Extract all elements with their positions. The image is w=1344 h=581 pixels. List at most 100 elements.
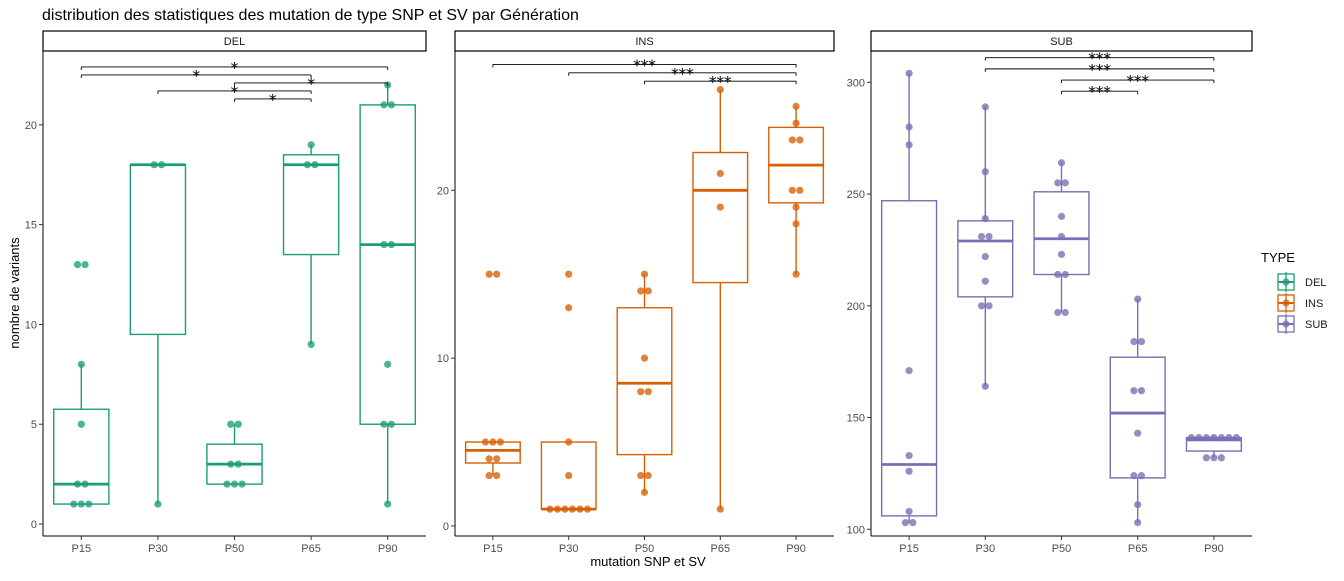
data-point [485, 471, 493, 480]
data-point [637, 287, 645, 295]
data-point [380, 241, 388, 249]
data-point [1054, 308, 1062, 317]
box-p65 [282, 141, 340, 348]
data-point [796, 136, 804, 144]
data-point [583, 505, 592, 513]
y-tick-label: 10 [437, 353, 449, 365]
y-tick-label: 5 [31, 419, 37, 431]
significance-label: * [269, 91, 277, 109]
significance-bracket: *** [568, 65, 797, 83]
data-point [158, 161, 166, 169]
facet-strip [870, 30, 1253, 52]
y-tick-label: 100 [847, 524, 865, 536]
data-point [496, 438, 504, 446]
data-point [1061, 179, 1069, 187]
significance-label: *** [1088, 50, 1111, 68]
data-point [985, 232, 993, 241]
data-point [792, 102, 800, 110]
y-tick-label: 300 [847, 77, 865, 89]
data-point [1137, 387, 1146, 395]
data-point [565, 438, 573, 446]
y-tick-label: 0 [443, 521, 449, 533]
data-point [384, 360, 392, 368]
data-point [985, 302, 993, 310]
data-point [568, 505, 577, 513]
x-tick-label: P15 [899, 543, 919, 555]
significance-bracket: *** [644, 73, 797, 91]
data-point [154, 500, 162, 508]
significance-bracket: * [80, 59, 389, 77]
data-point [77, 360, 85, 368]
data-point [640, 270, 649, 278]
data-point [981, 103, 989, 111]
data-point [905, 123, 913, 131]
box-p90 [768, 102, 825, 278]
significance-bracket: * [157, 83, 312, 101]
legend-entry-sub: SUB [1277, 314, 1328, 334]
box-p15 [464, 270, 521, 480]
x-tick-label: P15 [483, 543, 503, 555]
data-point [981, 277, 989, 285]
x-tick-label: P65 [1128, 543, 1148, 555]
legend-label: SUB [1305, 319, 1328, 331]
data-point [792, 270, 800, 278]
data-point [384, 500, 392, 508]
legend-title: TYPE [1261, 250, 1295, 265]
data-point [644, 287, 652, 295]
box-p50 [1033, 159, 1090, 317]
data-point [716, 85, 724, 94]
significance-label: *** [709, 73, 732, 91]
data-point [73, 260, 82, 269]
box-rect [282, 154, 340, 256]
box-rect [616, 307, 673, 456]
x-tick-label: P50 [635, 543, 655, 555]
facet-strip-label: INS [635, 36, 653, 48]
box-p90 [359, 81, 416, 508]
data-point [489, 438, 497, 446]
data-point [1195, 434, 1203, 442]
y-tick-label: 150 [847, 413, 865, 425]
legend: TYPE DEL INS SUB [1261, 250, 1328, 334]
data-point [81, 480, 89, 488]
data-point [380, 420, 388, 428]
data-point [1134, 518, 1142, 527]
data-point [977, 302, 986, 310]
x-tick-label: P90 [378, 543, 398, 555]
box-rect [1109, 356, 1166, 479]
data-point [493, 471, 501, 480]
legend-label: INS [1305, 298, 1323, 310]
y-tick-label: 0 [31, 519, 37, 531]
significance-label: * [231, 83, 239, 101]
data-point [561, 505, 569, 513]
significance-bracket: * [234, 91, 312, 109]
data-point [1137, 337, 1146, 346]
box-rect [129, 164, 187, 336]
data-point [1134, 295, 1142, 303]
box-p65 [1109, 295, 1166, 527]
data-point [1210, 454, 1218, 462]
box-p30 [540, 270, 597, 513]
significance-label: *** [1088, 83, 1111, 101]
box-p15 [53, 260, 110, 508]
x-tick-label: P50 [1052, 543, 1072, 555]
box-p30 [957, 103, 1014, 390]
facet-strip [42, 30, 427, 52]
legend-label: DEL [1305, 277, 1326, 289]
data-point [227, 460, 235, 468]
data-point [1187, 434, 1195, 442]
data-point [905, 141, 913, 149]
legend-key-point [1282, 278, 1290, 286]
significance-label: *** [633, 56, 656, 74]
data-point [485, 455, 493, 463]
data-point [546, 505, 554, 513]
data-point [77, 500, 85, 508]
data-point [1134, 501, 1142, 509]
data-point [792, 203, 800, 211]
data-point [565, 270, 573, 278]
box-p50 [206, 420, 263, 488]
significance-bracket: *** [984, 61, 1215, 79]
data-point [387, 241, 396, 249]
